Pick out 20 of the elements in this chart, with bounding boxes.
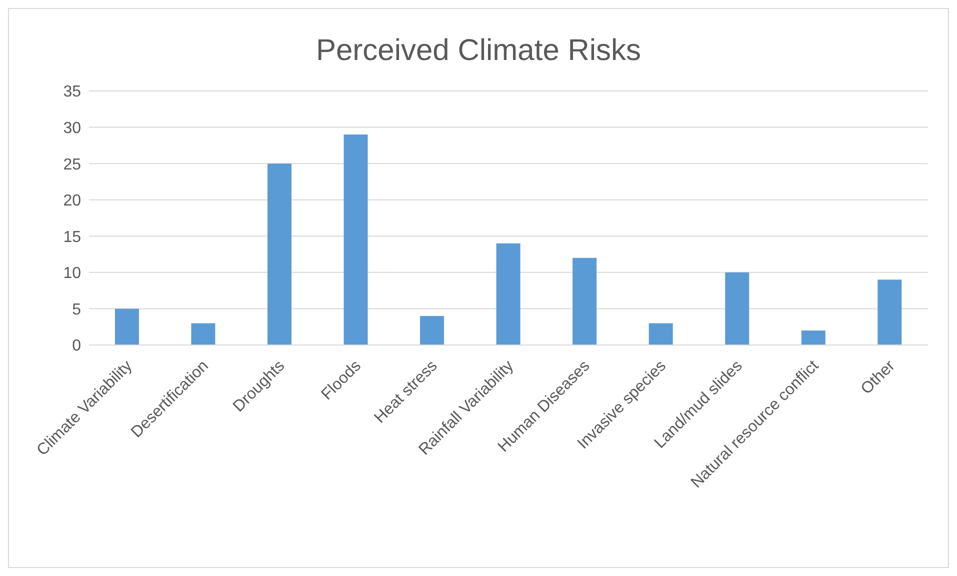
y-tick-label: 25	[63, 156, 82, 174]
bar	[267, 164, 292, 345]
bar	[801, 330, 826, 345]
bar	[420, 316, 444, 345]
y-tick-label: 15	[63, 228, 82, 246]
bar	[114, 308, 139, 345]
chart-title: Perceived Climate Risks	[314, 33, 642, 69]
y-tick-label: 10	[63, 265, 82, 282]
bar	[344, 134, 368, 345]
y-tick-label: 20	[63, 192, 82, 210]
bar	[648, 323, 673, 345]
y-tick-label: 35	[63, 84, 82, 101]
bar	[878, 280, 902, 345]
bar	[191, 323, 216, 345]
y-tick-label: 30	[63, 120, 82, 137]
bar	[496, 243, 520, 345]
y-tick-label: 0	[72, 338, 82, 355]
y-tick-label: 5	[72, 301, 82, 318]
bar	[725, 272, 750, 345]
bar	[572, 258, 597, 345]
